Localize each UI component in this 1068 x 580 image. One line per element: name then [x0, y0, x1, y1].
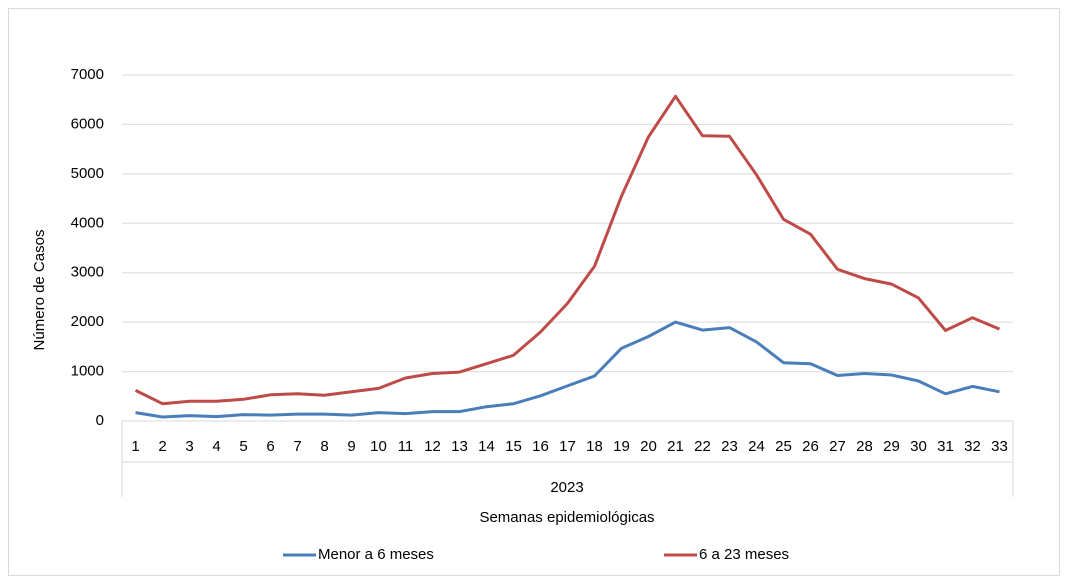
y-tick-label: 1000	[71, 363, 104, 380]
y-tick-label: 7000	[71, 66, 104, 83]
x-tick-label: 23	[721, 438, 738, 455]
x-tick-label: 7	[293, 438, 301, 455]
x-tick-label: 22	[694, 438, 711, 455]
x-tick-label: 21	[667, 438, 684, 455]
x-tick-label: 12	[424, 438, 441, 455]
series-line	[135, 320, 1000, 419]
x-tick-label: 29	[883, 438, 900, 455]
x-tick-label: 13	[451, 438, 468, 455]
x-tick-label: 14	[478, 438, 495, 455]
y-tick-label: 2000	[71, 313, 104, 330]
x-tick-label: 33	[991, 438, 1008, 455]
x-tick-label: 32	[964, 438, 981, 455]
x-tick-label: 24	[748, 438, 765, 455]
legend-label: 6 a 23 meses	[699, 546, 789, 563]
x-tick-label: 11	[398, 438, 414, 455]
x-tick-label: 9	[347, 438, 355, 455]
series-line	[134, 94, 1001, 406]
x-tick-label: 27	[829, 438, 846, 455]
x-tick-label: 1	[131, 438, 139, 455]
x-tick-label: 10	[370, 438, 387, 455]
x-tick-label: 25	[775, 438, 792, 455]
y-tick-label: 5000	[71, 165, 104, 182]
x-tick-label: 8	[320, 438, 328, 455]
y-tick-label: 0	[96, 412, 104, 429]
y-tick-label: 3000	[71, 264, 104, 281]
x-tick-label: 5	[239, 438, 247, 455]
x-axis-label: Semanas epidemiológicas	[479, 509, 654, 526]
x-tick-label: 3	[185, 438, 193, 455]
x-tick-label: 18	[586, 438, 603, 455]
x-tick-label: 17	[559, 438, 576, 455]
x-tick-label: 19	[613, 438, 630, 455]
group-label: 2023	[550, 479, 583, 496]
x-tick-label: 28	[856, 438, 873, 455]
x-tick-label: 16	[532, 438, 549, 455]
chart-border	[8, 8, 1060, 576]
x-tick-label: 6	[266, 438, 274, 455]
legend-label: Menor a 6 meses	[318, 546, 434, 563]
y-tick-label: 6000	[71, 115, 104, 132]
x-tick-label: 26	[802, 438, 819, 455]
x-tick-label: 20	[640, 438, 657, 455]
x-tick-label: 30	[910, 438, 927, 455]
x-tick-label: 4	[212, 438, 220, 455]
x-tick-label: 2	[158, 438, 166, 455]
y-tick-label: 4000	[71, 214, 104, 231]
x-tick-label: 15	[505, 438, 522, 455]
x-tick-label: 31	[937, 438, 954, 455]
y-axis-label: Número de Casos	[31, 230, 48, 351]
